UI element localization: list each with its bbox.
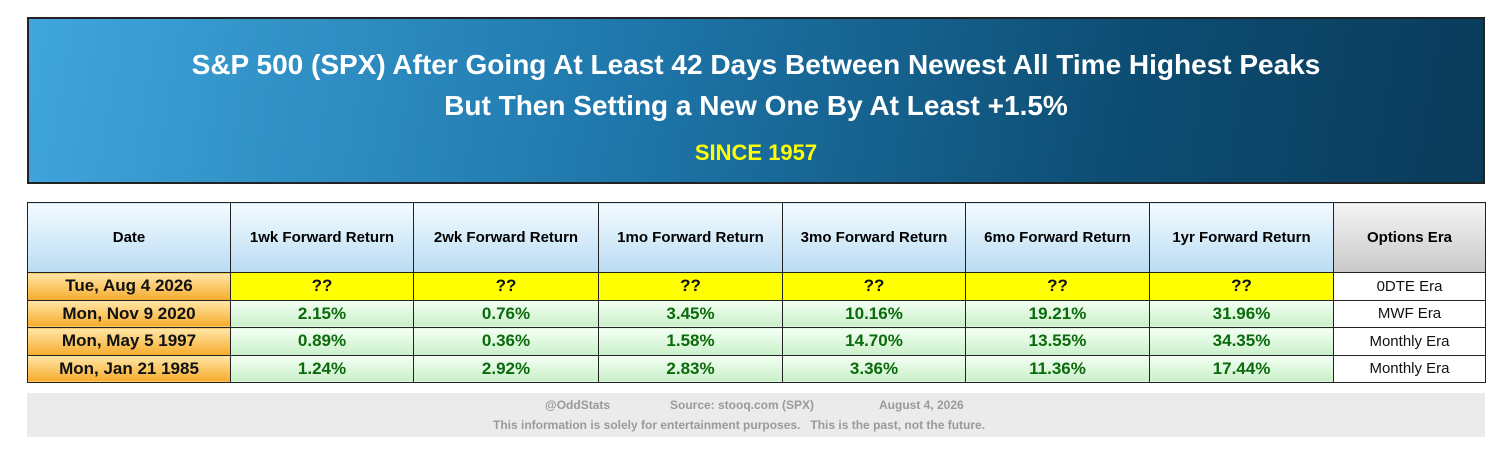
date-cell: Tue, Aug 4 2026 (27, 272, 231, 301)
table-row: Mon, Jan 21 1985 1.24% 2.92% 2.83% 3.36% 11.3… (27, 354, 1486, 383)
return-cell: 2.15% (230, 299, 414, 328)
return-cell: 17.44% (1149, 354, 1334, 383)
source: Source: stooq.com (SPX) (670, 398, 815, 412)
return-cell: 13.55% (965, 327, 1150, 356)
return-cell: 34.35% (1149, 327, 1334, 356)
column-header: 1wk Forward Return (230, 202, 414, 273)
return-cell: 1.24% (230, 354, 414, 383)
era-cell: 0DTE Era (1333, 272, 1486, 301)
table-row: Tue, Aug 4 2026???????????? 0DTE Era (27, 272, 1486, 301)
return-cell: ?? (965, 272, 1150, 301)
header-row: Date 1wk Forward Return 2wk Forward Return… (27, 202, 1486, 273)
table-row: Mon, Nov 9 2020 2.15% 0.76% 3.45% 10.16% 19.2… (27, 299, 1486, 328)
date-cell: Mon, Jan 21 1985 (27, 354, 231, 383)
return-cell: 3.36% (782, 354, 966, 383)
return-cell: ?? (413, 272, 599, 301)
return-cell: 0.36% (413, 327, 599, 356)
column-header: 1mo Forward Return (598, 202, 783, 273)
era-cell: MWF Era (1333, 299, 1486, 328)
date: August 4, 2026 (879, 398, 964, 412)
column-header: 1yr Forward Return (1149, 202, 1334, 273)
subtitle: SINCE 1957 (694, 140, 818, 165)
return-cell: 1.58% (598, 327, 783, 356)
return-cell: 31.96% (1149, 299, 1334, 328)
era-cell: Monthly Era (1333, 327, 1486, 356)
return-cell: 11.36% (965, 354, 1150, 383)
column-header: Date (27, 202, 231, 273)
column-header: 2wk Forward Return (413, 202, 599, 273)
return-cell: 10.16% (782, 299, 966, 328)
column-header: Options Era (1333, 202, 1486, 273)
return-cell: 14.70% (782, 327, 966, 356)
return-cell: 19.21% (965, 299, 1150, 328)
return-cell: ?? (1149, 272, 1334, 301)
column-header: 3mo Forward Return (782, 202, 966, 273)
title: S&P 500 (SPX) After Going At Least 42 Da… (191, 49, 1321, 80)
return-cell: ?? (782, 272, 966, 301)
column-header: 6mo Forward Return (965, 202, 1150, 273)
era-cell: Monthly Era (1333, 354, 1486, 383)
date-cell: Mon, Nov 9 2020 (27, 299, 231, 328)
date-cell: Mon, May 5 1997 (27, 327, 231, 356)
return-cell: 0.76% (413, 299, 599, 328)
return-cell: 2.92% (413, 354, 599, 383)
return-cell: 2.83% (598, 354, 783, 383)
header: S&P 500 (SPX) After Going At Least 42 Da… (27, 17, 1485, 184)
table-row: Mon, May 5 1997 0.89% 0.36% 1.58% 14.70% 13.5… (27, 327, 1486, 356)
return-cell: 3.45% (598, 299, 783, 328)
returns-table: Date 1wk Forward Return 2wk Forward Return… (27, 202, 1486, 383)
disclaimer: This information is solely for entertain… (493, 418, 986, 432)
handle: @OddStats (545, 398, 611, 412)
return-cell: ?? (230, 272, 414, 301)
title: But Then Setting a New One By At Least +… (444, 90, 1068, 121)
return-cell: 0.89% (230, 327, 414, 356)
return-cell: ?? (598, 272, 783, 301)
footer: @OddStats Source: stooq.com (SPX) August… (27, 393, 1485, 437)
